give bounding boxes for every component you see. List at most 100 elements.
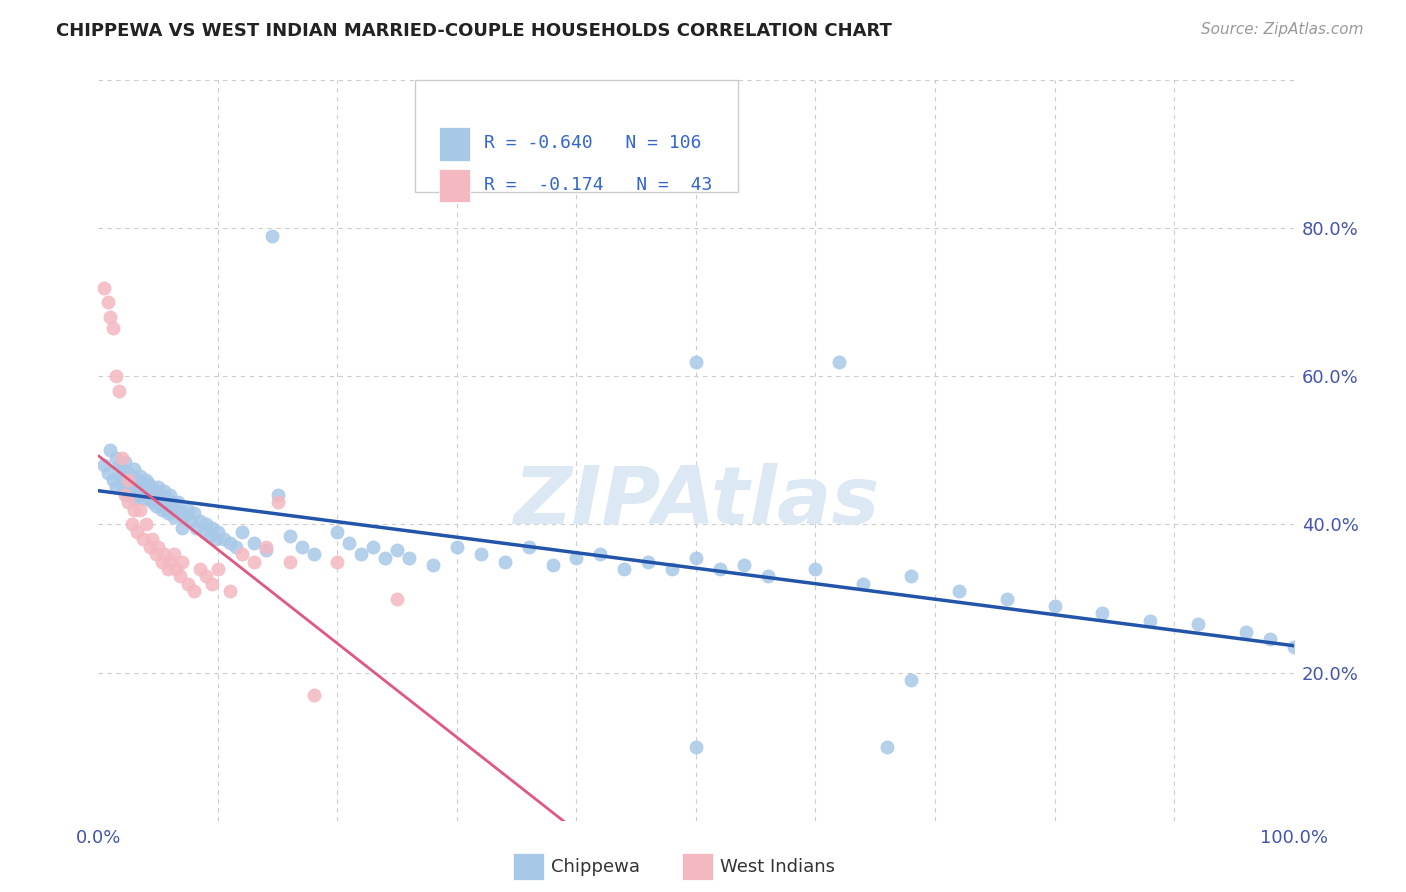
Point	[156, 562, 179, 576]
Point	[385, 591, 409, 606]
Point	[129, 469, 152, 483]
Point	[661, 562, 683, 576]
Point	[114, 454, 136, 468]
Point	[1282, 640, 1305, 654]
Point	[278, 555, 301, 569]
Point	[1234, 624, 1257, 639]
Point	[114, 488, 136, 502]
Point	[613, 562, 636, 576]
Point	[138, 476, 160, 491]
Point	[254, 540, 277, 554]
Point	[124, 462, 146, 476]
Point	[733, 558, 755, 573]
Point	[470, 547, 492, 561]
Point	[105, 450, 128, 465]
Point	[1091, 607, 1114, 621]
Point	[120, 469, 142, 483]
Point	[105, 369, 128, 384]
Point	[97, 295, 120, 310]
Point	[165, 502, 187, 516]
Point	[139, 491, 162, 506]
Point	[193, 524, 215, 539]
Point	[541, 558, 564, 573]
Point	[291, 540, 314, 554]
Point	[117, 466, 139, 480]
Point	[219, 584, 242, 599]
Point	[326, 524, 349, 539]
Point	[101, 321, 124, 335]
Point	[1258, 632, 1281, 647]
Point	[98, 310, 122, 325]
Point	[172, 555, 194, 569]
Point	[685, 550, 707, 565]
Point	[148, 495, 170, 509]
Point	[172, 521, 194, 535]
Point	[121, 517, 143, 532]
Point	[173, 510, 195, 524]
Point	[93, 280, 115, 294]
Point	[900, 673, 922, 687]
Point	[260, 228, 283, 243]
Point	[398, 550, 420, 565]
Point	[139, 540, 162, 554]
Point	[422, 558, 444, 573]
Point	[350, 547, 373, 561]
Point	[143, 484, 166, 499]
Point	[148, 540, 170, 554]
Point	[155, 491, 177, 506]
Point	[115, 473, 138, 487]
Point	[302, 688, 325, 702]
Point	[141, 480, 163, 494]
Point	[446, 540, 468, 554]
Point	[141, 495, 163, 509]
Point	[709, 562, 731, 576]
Point	[243, 536, 266, 550]
Point	[179, 514, 201, 528]
Text: ZIPAtlas: ZIPAtlas	[513, 463, 879, 541]
Point	[163, 547, 186, 561]
Point	[97, 466, 120, 480]
Point	[201, 521, 224, 535]
Text: CHIPPEWA VS WEST INDIAN MARRIED-COUPLE HOUSEHOLDS CORRELATION CHART: CHIPPEWA VS WEST INDIAN MARRIED-COUPLE H…	[56, 22, 893, 40]
Point	[111, 476, 134, 491]
Point	[159, 488, 181, 502]
Point	[243, 555, 266, 569]
Point	[117, 480, 139, 494]
Point	[162, 495, 184, 509]
Point	[188, 514, 211, 528]
Point	[111, 450, 134, 465]
Point	[129, 502, 152, 516]
Text: West Indians: West Indians	[720, 858, 835, 876]
Point	[127, 488, 149, 502]
Point	[111, 462, 134, 476]
Point	[565, 550, 588, 565]
Point	[131, 533, 153, 547]
Point	[150, 502, 173, 516]
Point	[494, 555, 516, 569]
Text: R =  -0.174   N =  43: R = -0.174 N = 43	[484, 176, 711, 194]
Point	[188, 562, 211, 576]
Point	[948, 584, 970, 599]
Point	[186, 521, 208, 535]
Point	[135, 517, 157, 532]
Point	[149, 488, 172, 502]
Point	[117, 488, 139, 502]
Point	[302, 547, 325, 561]
Point	[637, 555, 659, 569]
Point	[125, 524, 148, 539]
Point	[165, 562, 187, 576]
Point	[124, 476, 146, 491]
Point	[121, 484, 143, 499]
Point	[98, 443, 122, 458]
Point	[326, 555, 349, 569]
Point	[876, 739, 898, 754]
Point	[177, 576, 200, 591]
Point	[212, 533, 235, 547]
Text: Chippewa: Chippewa	[551, 858, 640, 876]
Point	[131, 476, 153, 491]
Point	[145, 499, 167, 513]
Point	[135, 473, 157, 487]
Point	[1187, 617, 1209, 632]
Point	[132, 491, 155, 506]
Point	[108, 469, 131, 483]
